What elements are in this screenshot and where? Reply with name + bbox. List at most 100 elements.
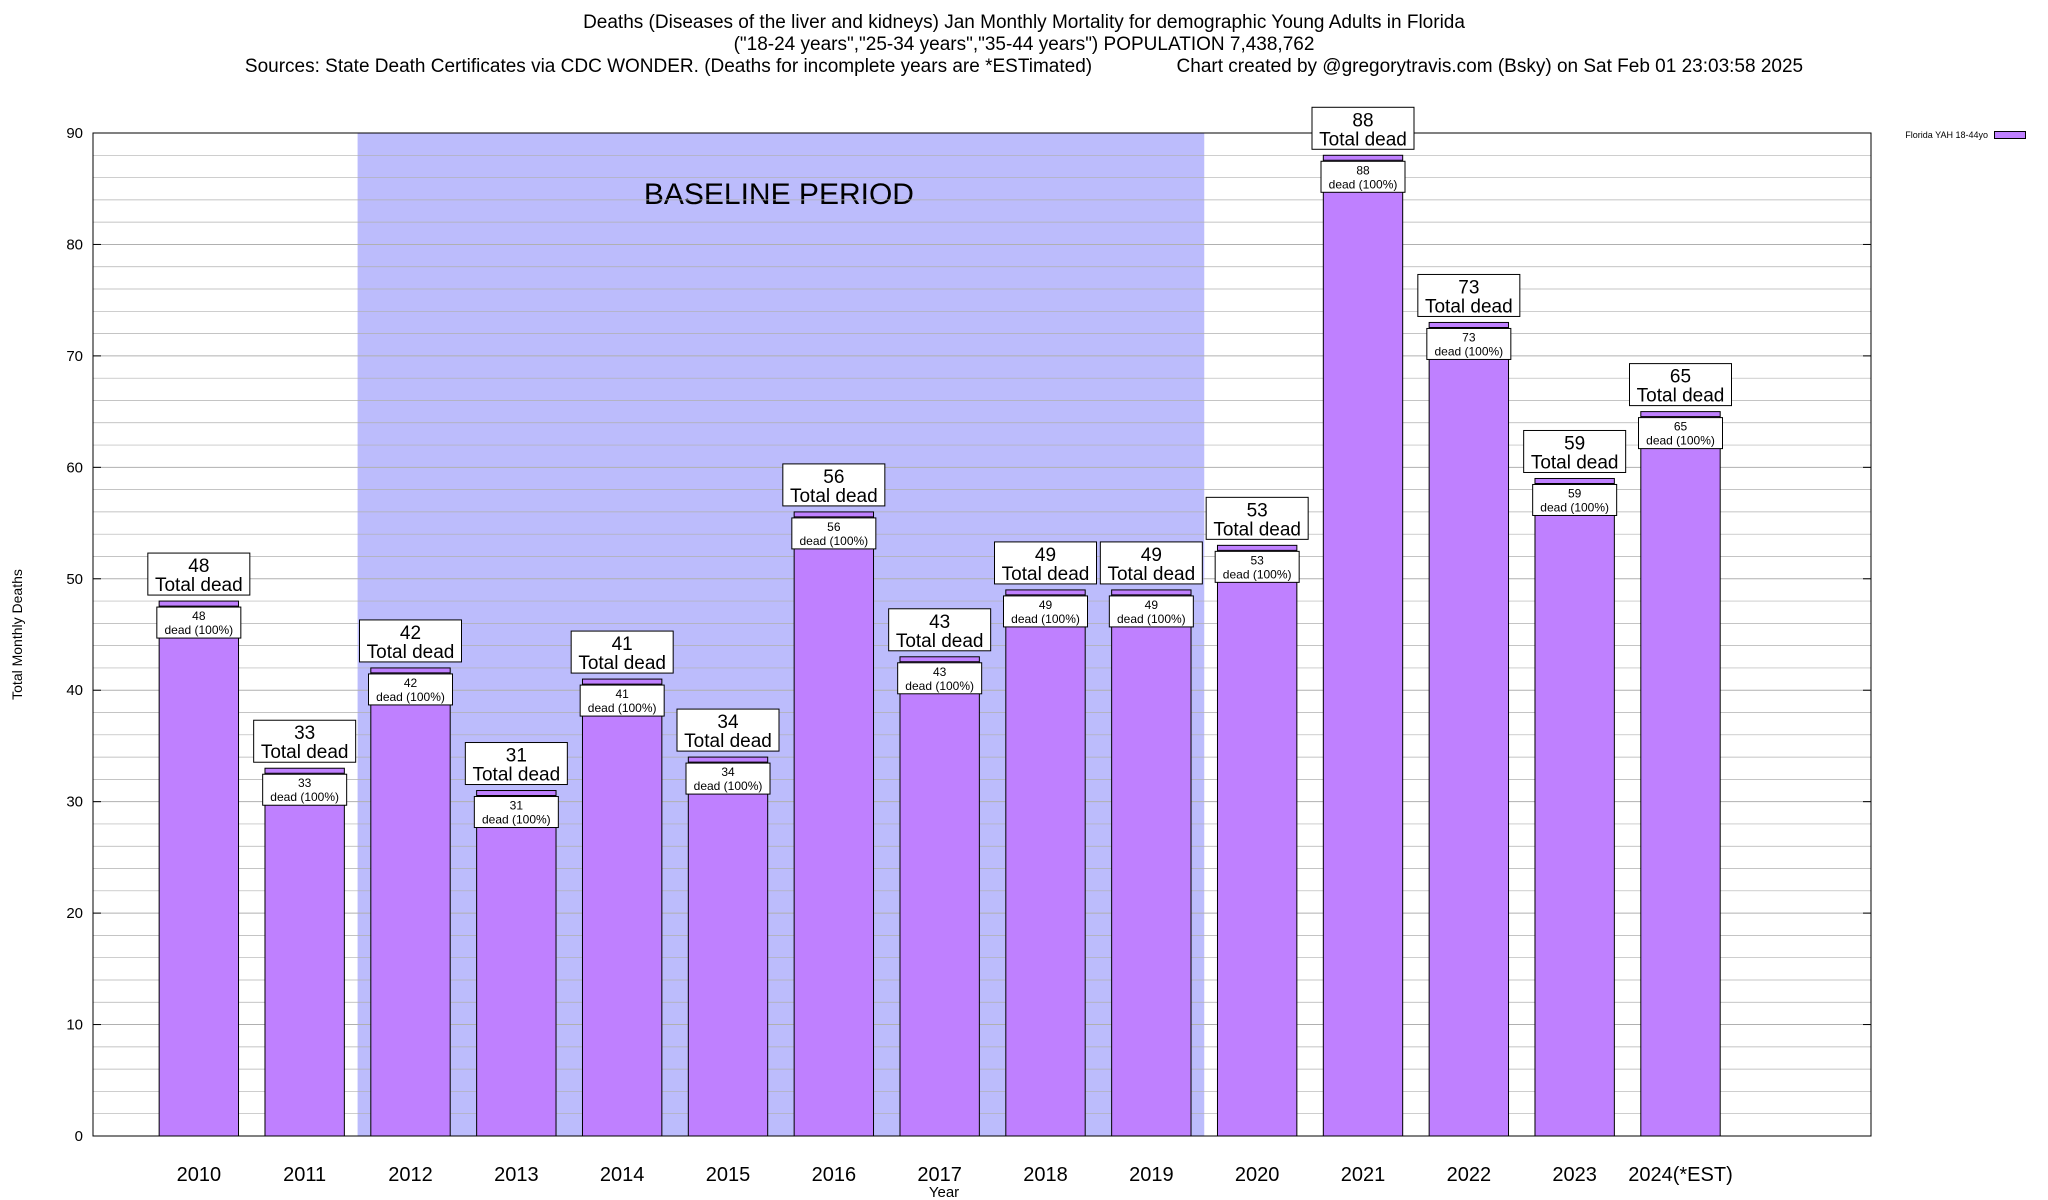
bar-top-label: Total dead [1637,386,1725,407]
x-axis-label: Year [929,1184,959,1200]
bar-top-value: 59 [1564,433,1585,454]
bar-top-value: 88 [1352,110,1373,131]
bar-inner-label: dead (100%) [799,534,868,548]
bar [1322,154,1404,1137]
bar-inner-value: 53 [1250,553,1264,567]
bar-top-label: Total dead [1531,452,1619,473]
legend: Florida YAH 18-44yo [1905,130,2026,140]
bar-inner-value: 42 [404,676,418,690]
bar-top-label-box [994,541,1097,585]
x-tick-label: 2012 [388,1164,433,1186]
bar-inner-label-box [473,796,559,829]
bar-inner-value: 56 [827,520,841,534]
bar-inner-label-box [368,673,453,706]
bar-top-label-box [359,619,462,663]
bar-inner-label-box [156,606,242,639]
x-tick-label: 2011 [283,1164,326,1186]
bar-inner-label: dead (100%) [270,790,339,804]
bar-inner-label: dead (100%) [1011,612,1080,626]
plot-frame [92,132,1872,1137]
bar-inner-value: 41 [615,687,629,701]
x-tick-label: 2022 [1447,1164,1492,1186]
bar-top-label: Total dead [1319,129,1407,150]
y-tick-label: 40 [66,682,83,699]
bar-inner-label: dead (100%) [588,701,657,715]
x-tick-label: 2017 [917,1164,962,1186]
bar-inner-label-box [685,762,771,795]
bar-top-label-box [1205,496,1309,540]
bar-top-value: 56 [823,467,844,488]
bar-top-value: 42 [400,623,421,644]
title-line-2: ("18-24 years","25-34 years","35-44 year… [733,34,1315,55]
bar-top-label: Total dead [1213,519,1301,540]
x-tick-label: 2010 [177,1164,222,1186]
bar-top-value: 34 [717,712,739,733]
x-tick-label: 2024(*EST) [1628,1164,1733,1186]
bar-top-label-box [1417,273,1521,317]
bar-inner-label-box [1638,417,1723,450]
bar-top-label-box [1523,429,1627,473]
x-tick-label: 2015 [706,1164,751,1186]
bar-top-value: 48 [188,556,209,577]
y-tick-label: 90 [66,125,83,142]
y-tick-label: 50 [66,571,83,588]
y-axis-label: Total Monthly Deaths [9,569,25,700]
bar-inner-value: 43 [933,665,947,679]
bar-top-value: 33 [294,723,315,744]
bar-inner-label: dead (100%) [905,679,974,693]
title-line-1: Deaths (Diseases of the liver and kidney… [583,12,1465,33]
bar [158,600,240,1137]
bar-inner-label-box [897,662,983,695]
bar [476,790,557,1137]
bar-inner-label: dead (100%) [1117,612,1186,626]
bar-inner-label-box [791,517,877,550]
bar-top-label: Total dead [684,731,772,752]
x-tick-label: 2018 [1023,1164,1068,1186]
y-tick-label: 0 [75,1128,83,1145]
bar-top-label: Total dead [1425,296,1513,317]
bar-top-label: Total dead [155,575,243,596]
legend-label: Florida YAH 18-44yo [1905,130,1988,140]
bar-top-label: Total dead [367,642,455,663]
bar-top-label: Total dead [261,742,349,763]
bar-inner-value: 49 [1145,598,1159,612]
bar [1005,589,1086,1137]
bar-inner-label: dead (100%) [1223,567,1292,581]
x-tick-label: 2013 [494,1164,539,1186]
bar-inner-label-box [262,773,348,806]
y-tick-label: 60 [66,459,83,476]
bar-top-value: 41 [612,634,633,655]
bar-top-value: 53 [1247,500,1268,521]
bar-top-label-box [676,708,780,752]
bar-top-label-box [464,742,568,786]
bar-inner-label-box [579,684,665,717]
bar [370,667,451,1137]
y-tick-label: 10 [66,1017,83,1034]
x-tick-label: 2023 [1552,1164,1597,1186]
x-tick-label: 2016 [812,1164,857,1186]
bar-inner-label-box [1214,550,1300,583]
bar [1534,477,1615,1137]
bar-inner-label: dead (100%) [1329,177,1398,191]
bar-top-value: 49 [1035,545,1056,566]
bar-top-label-box [1311,106,1415,150]
y-tick-label: 30 [66,794,83,811]
bar-inner-label: dead (100%) [376,690,445,704]
bar [899,656,980,1137]
bar-inner-value: 88 [1356,163,1370,177]
bar-inner-value: 65 [1674,420,1688,434]
baseline-period-label: BASELINE PERIOD [644,178,914,211]
bar [1428,321,1510,1137]
bar-inner-label-box [1532,483,1618,516]
bar-inner-value: 34 [721,765,735,779]
bar-top-value: 43 [929,612,950,633]
bar-inner-label-box [1003,595,1088,628]
bar-top-value: 49 [1141,545,1162,566]
bar-inner-value: 31 [510,799,524,813]
bar-top-label-box [147,552,251,596]
legend-swatch [1994,131,2026,139]
bar-inner-value: 59 [1568,486,1582,500]
bar-top-label: Total dead [578,653,666,674]
y-tick-label: 70 [66,348,83,365]
